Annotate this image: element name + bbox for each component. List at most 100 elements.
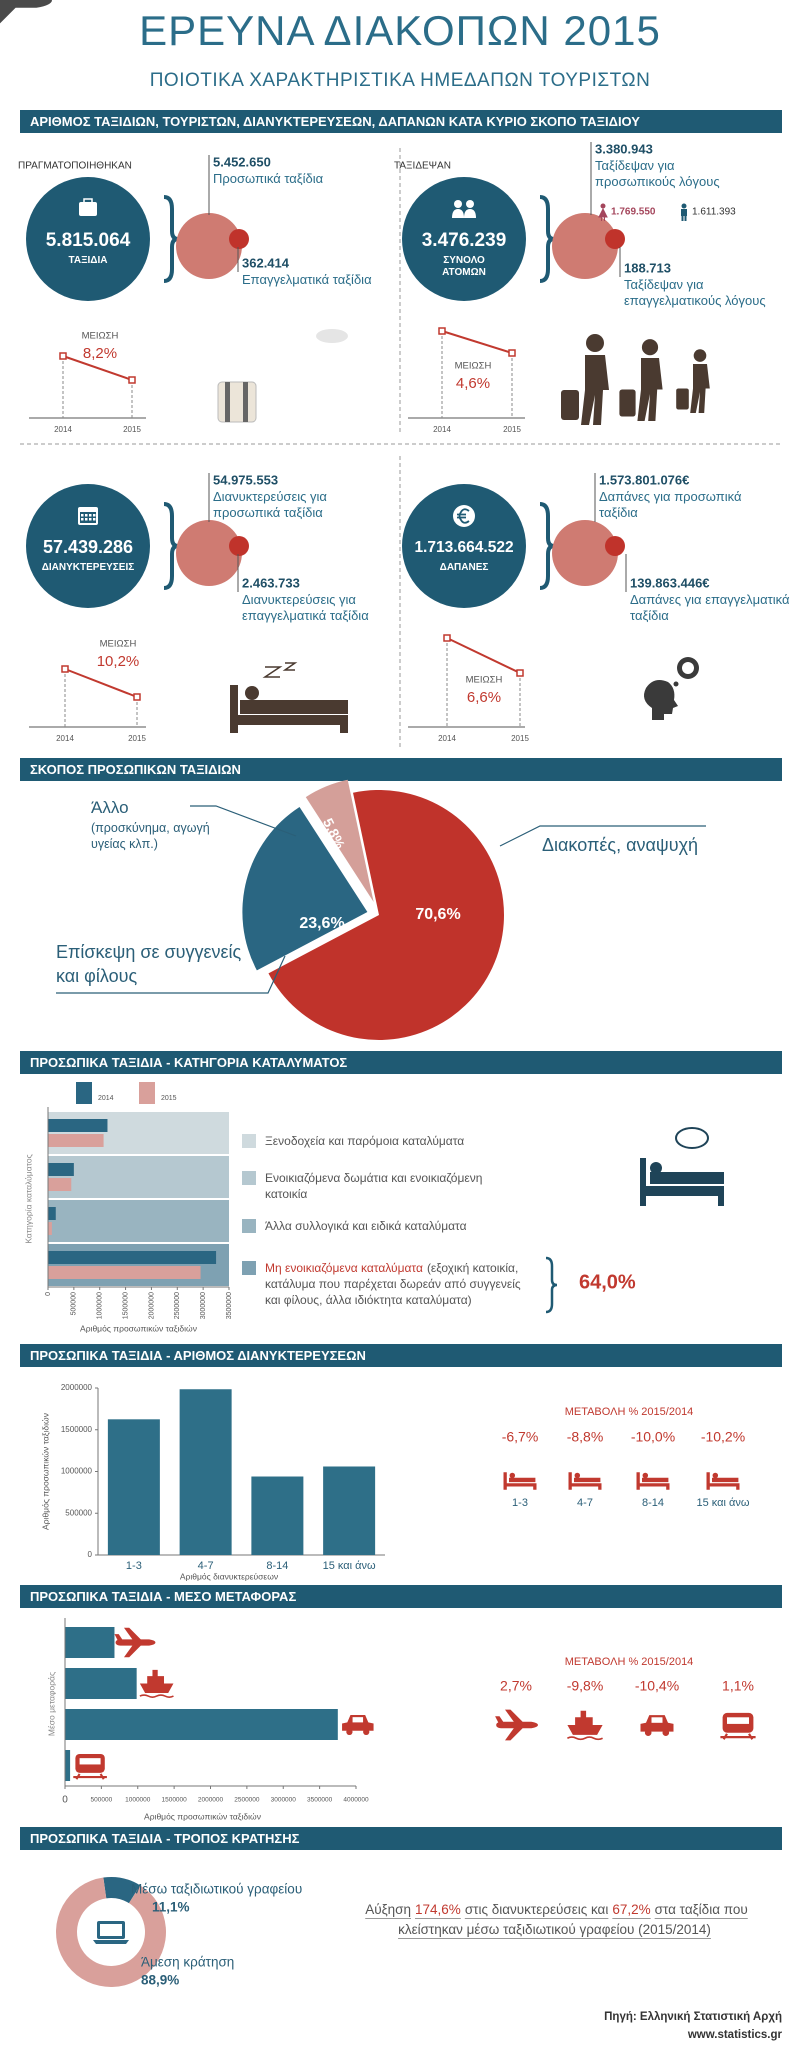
ship-wave (139, 1694, 174, 1698)
bed-head (509, 1472, 516, 1479)
total-value: 5.815.064 (46, 230, 131, 251)
thinker (644, 657, 699, 720)
personal-circle (176, 213, 242, 279)
head-profile (644, 680, 678, 720)
mini-year: 2014 (56, 734, 74, 743)
traveler-body (581, 355, 609, 425)
category-text: Μη ενοικιαζόμενα καταλύματα (εξοχική κατο… (265, 1260, 535, 1308)
bar (48, 1207, 56, 1220)
section-banner (20, 1051, 782, 1074)
category-band (48, 1156, 229, 1198)
plane-shape (0, 0, 52, 24)
change-value: 4,6% (456, 375, 490, 392)
bed-head (712, 1472, 719, 1479)
pointer (499, 825, 706, 847)
mini-point (133, 693, 141, 701)
x-tick-label: 15 και άνω (323, 1560, 376, 1572)
total-circle (26, 484, 150, 608)
total-label: ΔΙΑΝΥΚΤΕΡΕΥΣΕΙΣ (41, 562, 135, 573)
business-circle (229, 229, 249, 249)
category-swatch (242, 1134, 256, 1148)
x-axis-label: Αριθμός διανυκτερεύσεων (180, 1571, 278, 1581)
icon-part (89, 514, 92, 517)
bed-shape (568, 1472, 602, 1490)
icon-part (453, 505, 475, 527)
section-title: ΠΡΟΣΩΠΙΚΑ ΤΑΞΙΔΙΑ - ΤΡΟΠΟΣ ΚΡΑΤΗΣΗΣ (30, 1831, 300, 1846)
total-icon (453, 505, 475, 527)
change-title: ΜΕΙΩΣΗ (82, 331, 119, 342)
business-value: 362.414 (242, 255, 290, 270)
bar (251, 1476, 304, 1555)
section-banner (20, 758, 782, 781)
traveler (561, 334, 609, 425)
car-wheel (363, 1728, 370, 1735)
travelers (561, 334, 710, 425)
sleeper (230, 662, 348, 733)
total-label: ΔΑΠΑΝΕΣ (439, 562, 489, 573)
y-axis-label: Κατηγορία καταλύματος (23, 1154, 33, 1243)
bed-mattress (240, 700, 348, 714)
female-icon (598, 203, 608, 221)
change-title: ΜΕΙΩΣΗ (455, 361, 492, 372)
bed-big (640, 1158, 724, 1206)
mini-trend (446, 637, 521, 674)
bar (65, 1709, 338, 1740)
car-shape (640, 1715, 674, 1732)
bed-head (574, 1472, 581, 1479)
zzz (262, 662, 298, 678)
icon-part (85, 514, 88, 517)
change-title: ΜΕΤΑΒΟΛΗ % 2015/2014 (565, 1406, 694, 1418)
legend-label: 2014 (98, 1095, 114, 1102)
x-tick-label: 1000000 (125, 1797, 151, 1804)
traveler-head (693, 349, 707, 362)
change-value: 1,1% (722, 1678, 754, 1694)
bed-shape (636, 1472, 670, 1490)
category-text: Ενοικιαζόμενα δωμάτια και ενοικιαζόμενη … (265, 1170, 505, 1202)
x-tick-label: 1500000 (122, 1292, 129, 1319)
bed-frame (230, 685, 348, 733)
pie-slice (305, 779, 374, 903)
car-wheel (662, 1729, 670, 1736)
mini-point (61, 665, 69, 673)
mini-year: 2015 (503, 425, 521, 434)
ship-icon (139, 1669, 174, 1698)
plane-icon (495, 1709, 538, 1741)
personal-value: 3.380.943 (595, 141, 653, 156)
bar (65, 1627, 115, 1658)
plane-icon (0, 0, 52, 24)
category-band (48, 1200, 229, 1242)
traveler-body (637, 358, 663, 421)
legend-swatch (139, 1082, 155, 1104)
bar (48, 1251, 217, 1264)
traveler-head (641, 339, 659, 356)
business-label: Διανυκτερεύσεις για επαγγελματικά ταξίδι… (242, 592, 369, 623)
section-banner (20, 110, 782, 133)
personal-label: Προσωπικά ταξίδια (213, 171, 324, 186)
x-tick-label: 4000000 (343, 1797, 369, 1804)
total-value: 3.476.239 (422, 230, 507, 251)
section-title: ΑΡΙΘΜΟΣ ΤΑΞΙΔΙΩΝ, ΤΟΥΡΙΣΤΩΝ, ΔΙΑΝΥΚΤΕΡΕΥ… (30, 114, 640, 129)
mini-year: 2014 (54, 425, 72, 434)
traveler-bag (676, 388, 689, 410)
category-label: Άλλο (91, 798, 129, 817)
bed-icon (503, 1472, 537, 1490)
ship-shape (567, 1710, 603, 1735)
section-title: ΠΡΟΣΩΠΙΚΑ ΤΑΞΙΔΙΑ - ΜΕΣΟ ΜΕΤΑΦΟΡΑΣ (30, 1589, 296, 1604)
mini-trend (64, 668, 138, 698)
y-axis-label: Μέσο μεταφοράς (46, 1672, 56, 1736)
train-icon (720, 1712, 756, 1740)
thought-dot (673, 681, 679, 687)
source: Πηγή: Ελληνική Στατιστική Αρχή (604, 2011, 782, 2023)
business-circle (605, 536, 625, 556)
x-tick-label: 2500000 (234, 1797, 260, 1804)
change-title: ΜΕΙΩΣΗ (100, 639, 137, 650)
icon-part (89, 518, 92, 521)
annotation: 64,0% (579, 1271, 636, 1293)
x-tick-label: 500000 (71, 1292, 78, 1315)
category-label: Επίσκεψη σε συγγενείς και φίλους (56, 942, 242, 986)
category-label: Μέσω ταξιδιωτικού γραφείου (131, 1882, 302, 1897)
slice-label: 23,6% (299, 915, 344, 932)
x-tick-label: 3000000 (271, 1797, 297, 1804)
business-circle (605, 229, 625, 249)
